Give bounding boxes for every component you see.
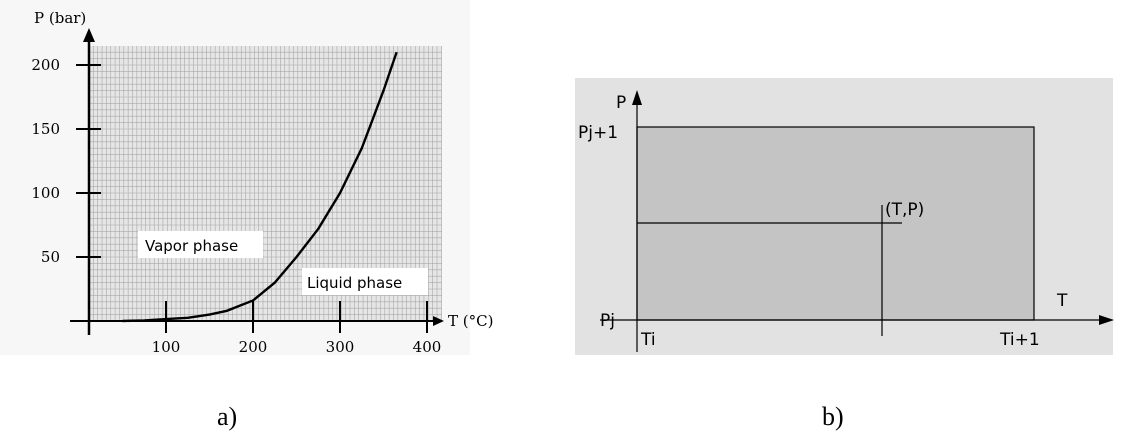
x-tick-label-right: Ti+1 [999,330,1040,350]
caption-b: b) [822,402,844,431]
y-axis-arrow [83,28,95,42]
vapor-phase-label: Vapor phase [145,237,238,255]
x-axis-label: T (°C) [448,312,493,330]
y-tick-label: 150 [31,120,60,138]
x-tick-label: 400 [413,338,442,356]
y-tick-label-bottom: Pj [600,311,615,331]
liquid-phase-label: Liquid phase [307,274,402,292]
x-tick-label-left: Ti [640,330,656,350]
vapor-label-box [138,231,263,258]
b-y-axis-label: P [616,93,626,113]
tick-marks [76,64,428,333]
liquid-label-box [302,268,428,295]
caption-a: a) [217,402,237,431]
y-axis-label: P (bar) [34,9,86,27]
b-x-axis-label: T [1056,291,1068,311]
panel-a-phase-diagram: 100 200 300 400 50 100 150 200 Vapor phase Liqu… [0,0,493,356]
y-tick-label-top: Pj+1 [578,123,618,143]
x-axis-arrow [433,316,444,326]
x-tick-label: 300 [326,338,355,356]
vapor-pressure-curve [122,51,398,323]
x-tick-label: 200 [239,338,268,356]
tick-labels: 100 200 300 400 50 100 150 200 [31,56,441,356]
point-label: (T,P) [885,200,924,220]
b-x-axis-arrow [1099,315,1114,325]
panel-b-interpolation-cell: (T,P) P T Pj+1 Pj Ti Ti+1 [575,78,1114,355]
y-tick-label: 50 [41,248,60,266]
y-tick-label: 100 [31,184,60,202]
b-y-axis-arrow [632,90,642,105]
x-tick-label: 100 [152,338,181,356]
y-tick-label: 200 [31,56,60,74]
